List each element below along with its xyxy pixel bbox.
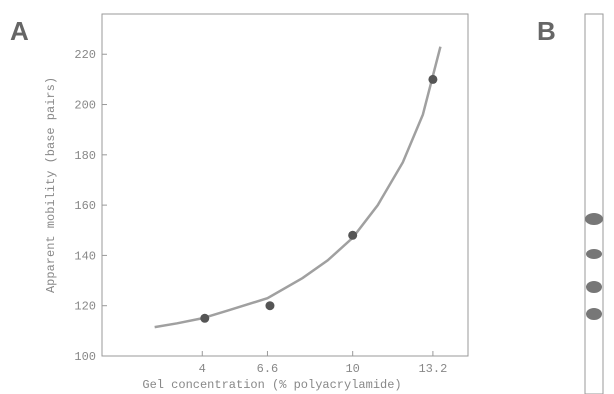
- x-tick-label: 4: [199, 362, 206, 376]
- y-tick-label: 120: [74, 300, 96, 314]
- data-point: [428, 75, 437, 84]
- x-tick-label: 6.6: [257, 362, 279, 376]
- figure: A B Gel concentration (% polyacrylamide)…: [0, 0, 614, 394]
- data-point: [348, 231, 357, 240]
- band: [585, 213, 603, 225]
- gel-lane: [585, 14, 603, 394]
- fit-curve: [155, 47, 441, 327]
- y-axis-label: Apparent mobility (base pairs): [44, 77, 58, 293]
- y-tick-label: 100: [74, 350, 96, 364]
- y-tick-label: 220: [74, 48, 96, 62]
- plot-frame: [102, 14, 468, 356]
- panel-label: B: [537, 16, 556, 46]
- y-tick-label: 180: [74, 149, 96, 163]
- lane: [585, 14, 603, 394]
- band: [586, 308, 602, 320]
- panel-label: A: [10, 16, 29, 46]
- x-tick-label: 10: [345, 362, 359, 376]
- y-tick-label: 160: [74, 199, 96, 213]
- band: [586, 281, 602, 293]
- data-point: [265, 301, 274, 310]
- y-tick-label: 140: [74, 249, 96, 263]
- x-tick-label: 13.2: [418, 362, 447, 376]
- band: [586, 249, 602, 259]
- y-tick-label: 200: [74, 99, 96, 113]
- data-point: [200, 314, 209, 323]
- x-axis-label: Gel concentration (% polyacrylamide): [142, 378, 401, 392]
